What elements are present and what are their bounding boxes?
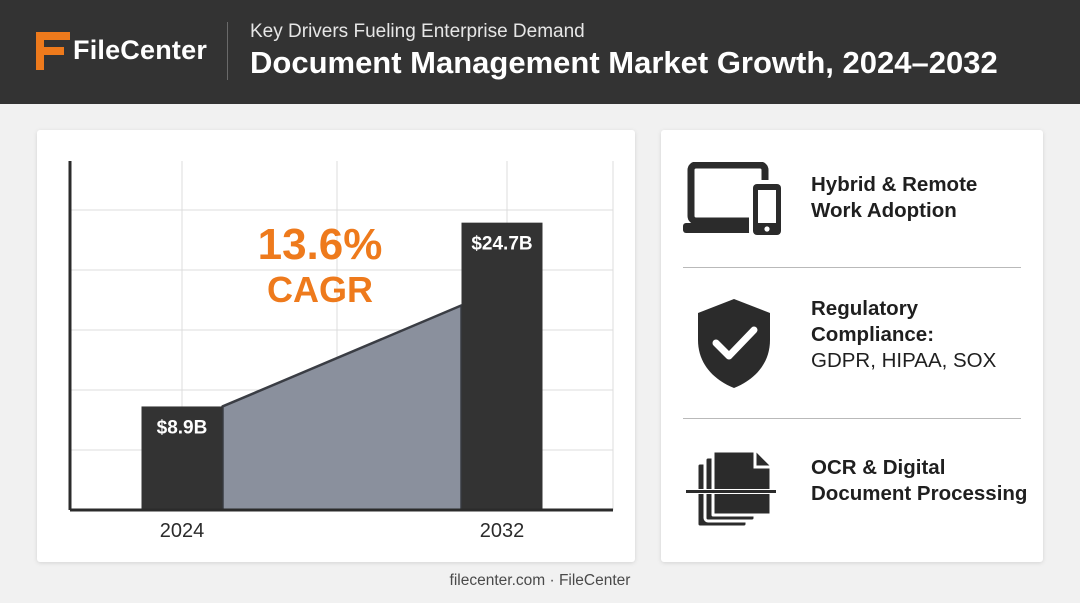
separator — [683, 418, 1021, 419]
separator — [683, 267, 1021, 268]
driver-title-line: OCR & Digital — [811, 456, 946, 479]
header-divider — [227, 22, 228, 80]
driver-item-ocr: OCR & Digital Document Processing — [661, 419, 1043, 562]
driver-label-remote-work: Hybrid & Remote Work Adoption — [811, 172, 977, 224]
driver-item-remote-work: Hybrid & Remote Work Adoption — [661, 130, 1043, 265]
driver-title-line: Regulatory — [811, 297, 919, 320]
drivers-card: Hybrid & Remote Work Adoption Regulatory… — [661, 130, 1043, 562]
footer-credit: filecenter.com · FileCenter — [449, 572, 631, 589]
market-growth-chart: $8.9B 2024 $24.7B 2032 13.6%CAGR — [68, 161, 614, 542]
driver-title-line: Document Processing — [811, 482, 1028, 505]
driver-detail-line: GDPR, HIPAA, SOX — [811, 349, 997, 372]
x-tick-label: 2032 — [480, 520, 525, 542]
page-title: Document Management Market Growth, 2024–… — [250, 45, 998, 80]
driver-label-compliance: Regulatory Compliance: GDPR, HIPAA, SOX — [811, 296, 996, 374]
chart-card: $8.9B 2024 $24.7B 2032 13.6% CAGR — [37, 130, 635, 562]
bar-2032 — [461, 222, 543, 510]
brand-name: FileCenter — [73, 35, 208, 65]
page-subtitle: Key Drivers Fueling Enterprise Demand — [250, 21, 585, 42]
growth-area — [221, 304, 463, 512]
driver-title-line: Hybrid & Remote — [811, 173, 978, 196]
bar-2024 — [141, 406, 223, 510]
laptop-phone-icon — [683, 162, 785, 237]
driver-item-compliance: Regulatory Compliance: GDPR, HIPAA, SOX — [661, 268, 1043, 418]
x-tick-label: 2024 — [160, 520, 205, 542]
cagr-value: 13.6% — [258, 220, 383, 269]
driver-title-line: Compliance: — [811, 323, 935, 346]
driver-label-ocr: OCR & Digital Document Processing — [811, 455, 1027, 507]
driver-title-line: Work Adoption — [811, 199, 957, 222]
header-bar: FileCenter Key Drivers Fueling Enterpris… — [0, 0, 1080, 104]
shield-check-icon — [698, 299, 770, 388]
cagr-label: CAGR — [267, 269, 373, 310]
bar-value-label: $24.7B — [471, 234, 532, 255]
bar-value-label: $8.9B — [157, 417, 208, 438]
document-scan-icon — [685, 449, 777, 529]
filecenter-logo-icon — [36, 32, 70, 70]
